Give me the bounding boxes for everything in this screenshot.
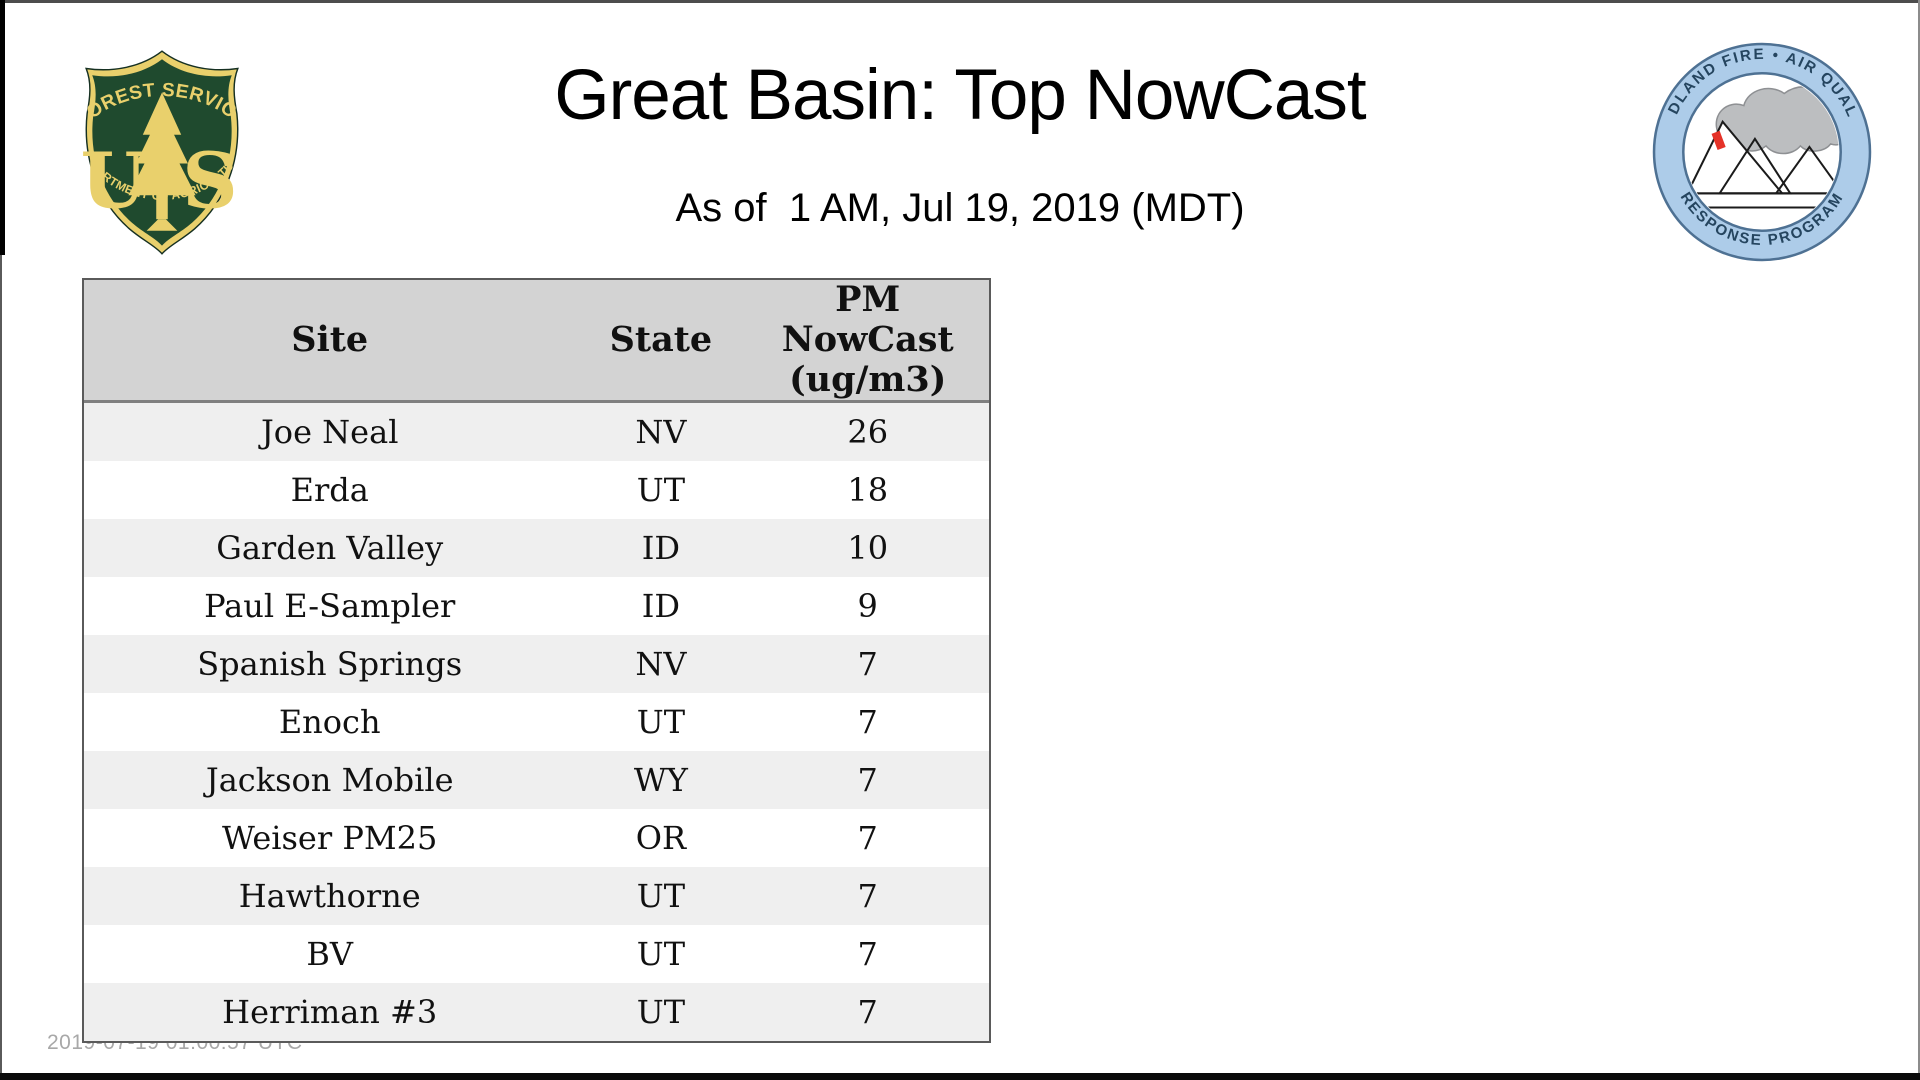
wfaqrp-logo-icon: WILDLAND FIRE • AIR QUALITY RESPONSE PRO… (1643, 28, 1873, 263)
site-cell: Jackson Mobile (205, 761, 454, 799)
page-left-border (0, 0, 2, 1080)
state-cell: OR (635, 819, 687, 857)
state-cell: NV (635, 413, 687, 451)
site-cell: Spanish Springs (197, 645, 463, 683)
fs-letter-s: S (182, 137, 237, 227)
state-cell: ID (641, 529, 681, 567)
flame-icon (1711, 130, 1726, 150)
table-row: Garden Valley ID 10 (84, 519, 989, 577)
value-cell: 18 (847, 471, 889, 509)
table-row: Weiser PM25 OR 7 (84, 809, 989, 867)
site-cell: BV (306, 935, 354, 973)
table-header-row: Site State PM NowCast (ug/m3) (84, 280, 989, 403)
table-body: Joe Neal NV 26 Erda UT 18 Garden Valley … (84, 403, 989, 1041)
value-cell: 7 (857, 819, 878, 857)
value-cell: 7 (857, 703, 878, 741)
site-cell: Joe Neal (260, 413, 399, 451)
value-cell: 7 (857, 935, 878, 973)
site-cell: Enoch (278, 703, 381, 741)
value-cell: 7 (857, 993, 878, 1031)
nowcast-table: Site State PM NowCast (ug/m3) Joe Neal N… (82, 278, 991, 1043)
value-cell: 7 (857, 761, 878, 799)
site-cell: Hawthorne (238, 877, 421, 915)
fs-pine-tree-icon (128, 92, 196, 231)
state-cell: UT (636, 993, 686, 1031)
site-cell: Erda (290, 471, 369, 509)
page-right-border (1918, 0, 1920, 1080)
table-row: Erda UT 18 (84, 461, 989, 519)
value-cell: 9 (857, 587, 878, 625)
table-row: Paul E-Sampler ID 9 (84, 577, 989, 635)
value-cell: 26 (847, 413, 889, 451)
page-subtitle: As of 1 AM, Jul 19, 2019 (MDT) (675, 186, 1245, 230)
table-row: Jackson Mobile WY 7 (84, 751, 989, 809)
table-row: Herriman #3 UT 7 (84, 983, 989, 1041)
table-row: Joe Neal NV 26 (84, 403, 989, 461)
header-pm-line2: NowCast (781, 319, 954, 360)
header-pm-line3: (ug/m3) (789, 359, 947, 400)
state-cell: NV (635, 645, 687, 683)
page-bottom-border (0, 1073, 1920, 1080)
header-state: State (609, 319, 713, 360)
forest-service-logo-icon: FOREST SERVICE U S DEPARTMENT OF AGRICUL… (59, 30, 258, 258)
header-pm-line1: PM (835, 279, 901, 320)
header-pm-nowcast: PM NowCast (ug/m3) (746, 280, 989, 400)
site-cell: Herriman #3 (222, 993, 438, 1031)
smoke-plume-icon (1715, 86, 1839, 155)
state-cell: UT (636, 703, 686, 741)
table-row: Spanish Springs NV 7 (84, 635, 989, 693)
site-cell: Garden Valley (216, 529, 444, 567)
state-cell: WY (633, 761, 688, 799)
state-cell: ID (641, 587, 681, 625)
value-cell: 7 (857, 645, 878, 683)
table-row: Hawthorne UT 7 (84, 867, 989, 925)
mountains-icon (1685, 119, 1839, 209)
value-cell: 10 (847, 529, 889, 567)
value-cell: 7 (857, 877, 878, 915)
state-cell: UT (636, 877, 686, 915)
state-cell: UT (636, 935, 686, 973)
state-cell: UT (636, 471, 686, 509)
table-row: Enoch UT 7 (84, 693, 989, 751)
header-site: Site (291, 319, 369, 360)
page-left-border-accent (0, 0, 5, 255)
page-top-border (0, 0, 1920, 3)
site-cell: Weiser PM25 (222, 819, 438, 857)
site-cell: Paul E-Sampler (204, 587, 456, 625)
table-row: BV UT 7 (84, 925, 989, 983)
page-title: Great Basin: Top NowCast (554, 56, 1366, 135)
